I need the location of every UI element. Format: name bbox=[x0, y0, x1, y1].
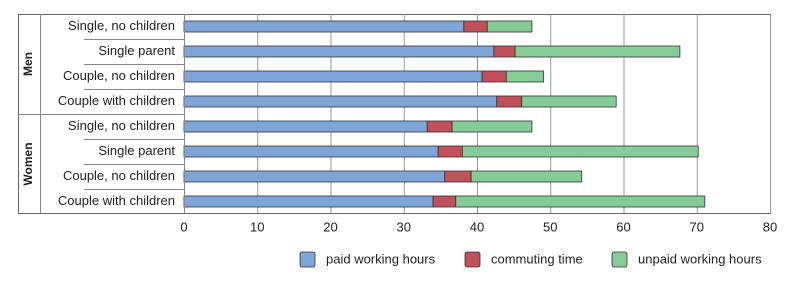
bar-segment bbox=[496, 95, 523, 108]
legend-label: paid working hours bbox=[326, 251, 436, 266]
group-label: Men bbox=[21, 52, 35, 76]
y-tick-label: Couple with children bbox=[58, 93, 175, 108]
bar-segment bbox=[463, 20, 488, 33]
y-tick-label: Single parent bbox=[98, 43, 175, 58]
bar-segment bbox=[183, 45, 495, 58]
bar-segment bbox=[461, 145, 699, 158]
y-tick-label: Single parent bbox=[98, 143, 175, 158]
legend-label: unpaid working hours bbox=[638, 251, 762, 266]
bar-segment bbox=[444, 170, 472, 183]
bar-segment bbox=[183, 20, 465, 33]
x-tick-label: 50 bbox=[543, 219, 557, 234]
y-tick-label: Couple, no children bbox=[63, 68, 175, 83]
legend-swatch bbox=[464, 251, 481, 268]
bar-segment bbox=[470, 170, 583, 183]
bar-segment bbox=[486, 20, 533, 33]
bar-segment bbox=[437, 145, 463, 158]
bar-segment bbox=[455, 195, 706, 208]
x-tick-label: 70 bbox=[690, 219, 704, 234]
legend-label: commuting time bbox=[491, 251, 583, 266]
x-tick-label: 80 bbox=[763, 219, 777, 234]
y-tick-label: Single, no children bbox=[68, 118, 175, 133]
y-tick-label: Couple, no children bbox=[63, 168, 175, 183]
bar-segment bbox=[451, 120, 533, 133]
legend-swatch bbox=[299, 251, 316, 268]
bar-segment bbox=[183, 120, 428, 133]
bar-segment bbox=[183, 195, 434, 208]
bar-segment bbox=[521, 95, 617, 108]
x-tick-label: 10 bbox=[250, 219, 264, 234]
bar-segment bbox=[183, 95, 498, 108]
x-tick-label: 40 bbox=[470, 219, 484, 234]
y-tick-label: Couple with children bbox=[58, 193, 175, 208]
legend-swatch bbox=[611, 251, 628, 268]
bar-segment bbox=[426, 120, 453, 133]
x-tick-label: 30 bbox=[397, 219, 411, 234]
bar-segment bbox=[183, 70, 483, 83]
bar-segment bbox=[183, 145, 439, 158]
x-tick-label: 20 bbox=[323, 219, 337, 234]
y-tick-label: Single, no children bbox=[68, 18, 175, 33]
bar-segment bbox=[432, 195, 457, 208]
bar-segment bbox=[183, 170, 446, 183]
bar-segment bbox=[493, 45, 516, 58]
bar-segment bbox=[514, 45, 681, 58]
bar-segment bbox=[481, 70, 507, 83]
x-tick-label: 60 bbox=[616, 219, 630, 234]
x-tick-label: 0 bbox=[180, 219, 187, 234]
bar-segment bbox=[505, 70, 545, 83]
group-label: Women bbox=[21, 142, 35, 185]
